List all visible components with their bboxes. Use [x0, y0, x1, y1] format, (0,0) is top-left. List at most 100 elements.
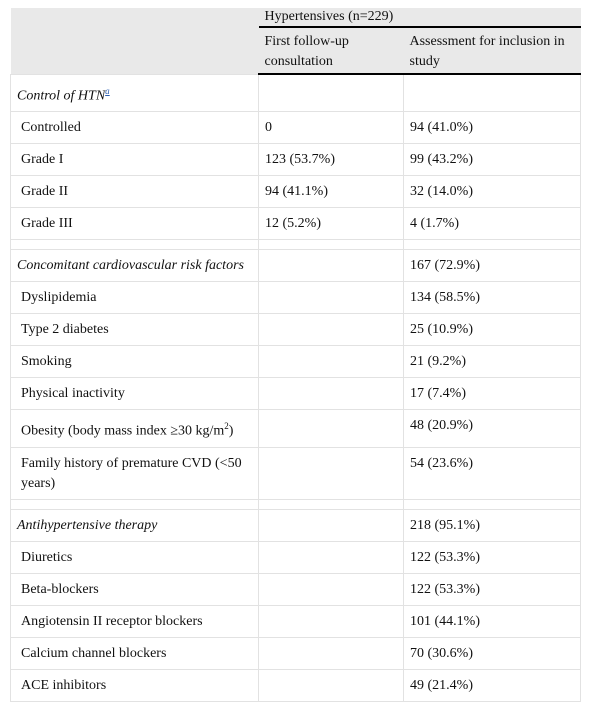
section-title: Control of HTN — [17, 88, 106, 104]
data-row: Physical inactivity 17 (7.4%) — [10, 377, 581, 411]
spacer-cell — [403, 498, 581, 510]
row-label-cell: Dyslipidemia — [10, 281, 259, 315]
cell — [258, 636, 404, 670]
row-label-cell: Angiotensin II receptor blockers — [10, 604, 259, 638]
data-row: Grade I 123 (53.7%) 99 (43.2%) — [10, 143, 581, 177]
footnote-link[interactable]: a — [105, 85, 110, 96]
cell: 94 (41.1%) — [258, 175, 404, 209]
row-label-cell: Grade III — [10, 207, 259, 241]
cell: 218 (95.1%) — [403, 508, 581, 542]
data-table: Hypertensives (n=229) First follow-up co… — [10, 8, 581, 702]
cell — [258, 572, 404, 606]
row-label-cell: Calcium channel blockers — [10, 636, 259, 670]
cell — [258, 540, 404, 574]
cell: 134 (58.5%) — [403, 281, 581, 315]
data-row: Obesity (body mass index ≥30 kg/m2) 48 (2… — [10, 409, 581, 448]
data-row: Family history of premature CVD (<50 yea… — [10, 446, 581, 500]
row-label-cell: Controlled — [10, 111, 259, 145]
cell: 54 (23.6%) — [403, 446, 581, 500]
cell: 123 (53.7%) — [258, 143, 404, 177]
cell — [258, 508, 404, 542]
cell: 4 (1.7%) — [403, 207, 581, 241]
cell: 48 (20.9%) — [403, 409, 581, 448]
section-title-cell: Concomitant cardiovascular risk factors — [10, 249, 259, 283]
data-row: Diuretics 122 (53.3%) — [10, 540, 581, 574]
row-label-cell: Type 2 diabetes — [10, 313, 259, 347]
row-label-cell: Physical inactivity — [10, 377, 259, 411]
row-label: Grade III — [21, 216, 73, 232]
data-row: Type 2 diabetes 25 (10.9%) — [10, 313, 581, 347]
spacer-cell — [10, 239, 259, 251]
row-label-end: ) — [228, 423, 234, 439]
cell — [258, 409, 404, 448]
cell — [403, 73, 581, 113]
row-label-cell: Beta-blockers — [10, 572, 259, 606]
section-title: Antihypertensive therapy — [17, 517, 158, 533]
section-row: Concomitant cardiovascular risk factors 1… — [10, 249, 581, 283]
row-label: ACE inhibitors — [21, 677, 107, 693]
cell: 70 (30.6%) — [403, 636, 581, 670]
row-label-cell: Smoking — [10, 345, 259, 379]
group-header: Hypertensives (n=229) — [258, 8, 581, 28]
column-header: First follow-up consultation — [258, 27, 404, 75]
row-label-cell: Grade II — [10, 175, 259, 209]
cell: 25 (10.9%) — [403, 313, 581, 347]
cell: 99 (43.2%) — [403, 143, 581, 177]
table-body: Control of HTNa Controlled 0 94 (41.0%) Grad… — [10, 73, 581, 702]
cell: 0 — [258, 111, 404, 145]
column-header: Assessment for inclusion in study — [403, 27, 581, 75]
cell — [258, 377, 404, 411]
row-label: Calcium channel blockers — [21, 645, 167, 661]
cell — [258, 604, 404, 638]
cell — [258, 668, 404, 702]
row-label: Obesity (body mass index ≥30 kg/m — [21, 423, 225, 439]
row-label: Grade I — [21, 152, 64, 168]
table-header: Hypertensives (n=229) First follow-up co… — [10, 8, 581, 75]
row-label: Dyslipidemia — [21, 290, 97, 306]
spacer-cell — [258, 498, 404, 510]
cell: 122 (53.3%) — [403, 572, 581, 606]
data-row: Dyslipidemia 134 (58.5%) — [10, 281, 581, 315]
row-label: Physical inactivity — [21, 386, 125, 402]
cell: 32 (14.0%) — [403, 175, 581, 209]
cell: 101 (44.1%) — [403, 604, 581, 638]
row-label: Family history of premature CVD (<50 yea… — [21, 455, 242, 491]
cell: 12 (5.2%) — [258, 207, 404, 241]
cell: 21 (9.2%) — [403, 345, 581, 379]
spacer-row — [10, 498, 581, 510]
data-row: Grade II 94 (41.1%) 32 (14.0%) — [10, 175, 581, 209]
data-row: Beta-blockers 122 (53.3%) — [10, 572, 581, 606]
cell: 94 (41.0%) — [403, 111, 581, 145]
cell: 167 (72.9%) — [403, 249, 581, 283]
cell — [258, 313, 404, 347]
row-label: Grade II — [21, 184, 69, 200]
row-label-cell: Obesity (body mass index ≥30 kg/m2) — [10, 409, 259, 448]
row-label: Diuretics — [21, 549, 73, 565]
section-title: Concomitant cardiovascular risk factors — [17, 258, 244, 274]
cell — [258, 345, 404, 379]
row-label: Beta-blockers — [21, 581, 99, 597]
section-row: Antihypertensive therapy 218 (95.1%) — [10, 508, 581, 542]
cell — [258, 249, 404, 283]
spacer-cell — [403, 239, 581, 251]
spacer-row — [10, 239, 581, 251]
cell: 17 (7.4%) — [403, 377, 581, 411]
row-label-cell: ACE inhibitors — [10, 668, 259, 702]
row-label: Controlled — [21, 120, 81, 136]
data-row: Grade III 12 (5.2%) 4 (1.7%) — [10, 207, 581, 241]
cell: 122 (53.3%) — [403, 540, 581, 574]
corner-cell — [10, 8, 259, 74]
row-label: Smoking — [21, 354, 72, 370]
row-label-cell: Diuretics — [10, 540, 259, 574]
row-label: Angiotensin II receptor blockers — [21, 613, 203, 629]
data-row: Calcium channel blockers 70 (30.6%) — [10, 636, 581, 670]
row-label: Type 2 diabetes — [21, 322, 109, 338]
section-title-cell: Control of HTNa — [10, 73, 259, 113]
row-label-cell: Grade I — [10, 143, 259, 177]
spacer-cell — [258, 239, 404, 251]
cell — [258, 73, 404, 113]
spacer-cell — [10, 498, 259, 510]
section-row: Control of HTNa — [10, 73, 581, 113]
data-row: ACE inhibitors 49 (21.4%) — [10, 668, 581, 702]
